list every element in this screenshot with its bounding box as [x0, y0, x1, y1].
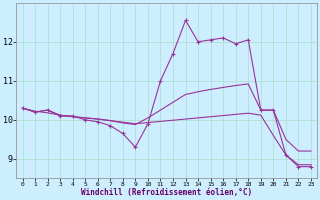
- X-axis label: Windchill (Refroidissement éolien,°C): Windchill (Refroidissement éolien,°C): [81, 188, 252, 197]
